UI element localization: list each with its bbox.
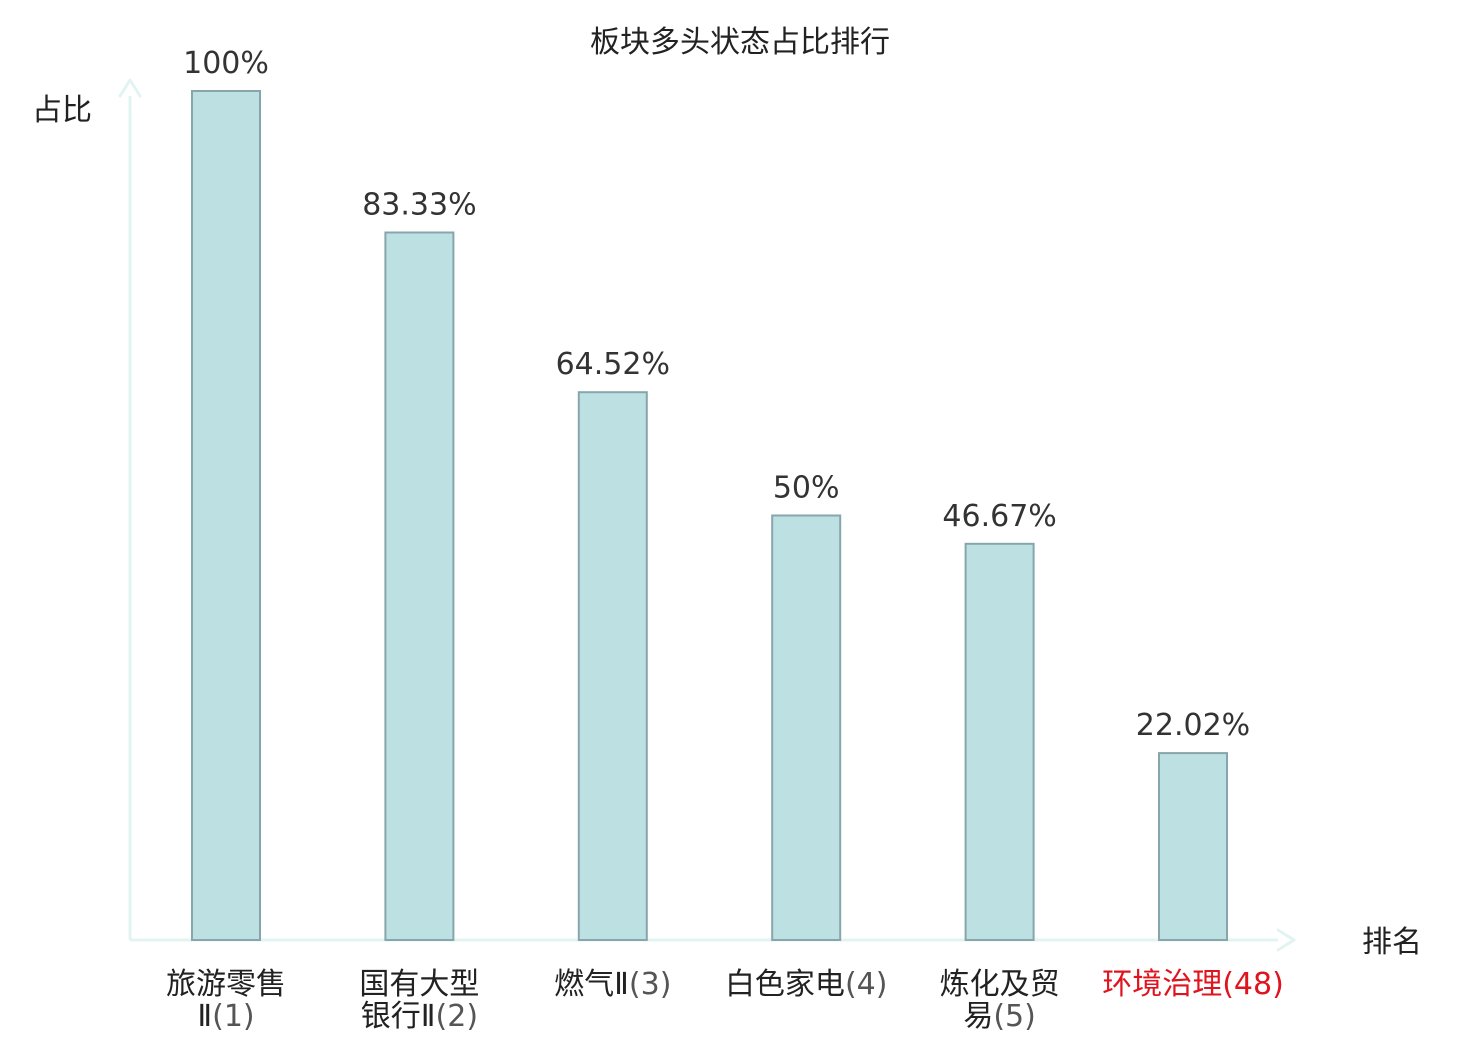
x-tick-rank-4: (4) <box>845 967 888 1002</box>
x-tick-label-2-line-2: 银行Ⅱ(2) <box>361 999 478 1034</box>
x-tick-category-6: 环境治理 <box>1102 967 1222 1002</box>
x-tick-category-4: 白色家电 <box>725 967 845 1002</box>
value-label-3: 64.52% <box>556 347 670 382</box>
x-tick-label-4: 白色家电(4) <box>725 967 888 1002</box>
value-label-6: 22.02% <box>1136 708 1250 743</box>
x-tick-rank-2: (2) <box>436 999 479 1034</box>
value-label-5: 46.67% <box>942 499 1056 534</box>
x-tick-category-2: 国有大型 <box>359 967 479 1002</box>
x-tick-category-5: 炼化及贸 <box>940 967 1060 1002</box>
x-tick-label-1-line-2: Ⅱ(1) <box>197 999 254 1034</box>
x-tick-rank-6: (48) <box>1222 967 1284 1002</box>
x-tick-rank-1: (1) <box>212 999 255 1034</box>
x-tick-category-5: 易 <box>963 999 993 1034</box>
bars-group <box>191 90 1228 941</box>
x-tick-category-1: 旅游零售 <box>166 967 286 1002</box>
x-tick-category-3: 燃气Ⅱ <box>554 967 629 1002</box>
value-labels-group: 100% 83.33% 64.52% 50% 46.67% 22.02% <box>183 46 1250 743</box>
bar-6 <box>1158 752 1228 941</box>
x-tick-label-5-line-1: 炼化及贸 <box>940 967 1060 1002</box>
x-tick-label-1-line-1: 旅游零售 <box>166 967 286 1002</box>
x-tick-rank-5: (5) <box>993 999 1036 1034</box>
bar-3 <box>577 391 648 941</box>
x-axis-label: 排名 <box>1362 925 1422 960</box>
x-tick-label-3: 燃气Ⅱ(3) <box>554 967 671 1002</box>
x-tick-label-2-line-1: 国有大型 <box>359 967 479 1002</box>
bar-1 <box>191 90 261 941</box>
bar-5 <box>964 542 1035 941</box>
x-tick-rank-3: (3) <box>629 967 672 1002</box>
value-label-2: 83.33% <box>362 188 476 223</box>
chart-title: 板块多头状态占比排行 <box>590 25 890 60</box>
x-tick-label-5-line-2: 易(5) <box>963 999 1036 1034</box>
value-label-1: 100% <box>183 46 269 81</box>
x-tick-category-2: 银行Ⅱ <box>361 999 436 1034</box>
x-tick-label-6: 环境治理(48) <box>1102 967 1284 1002</box>
value-label-4: 50% <box>773 471 840 506</box>
bar-4 <box>771 514 842 941</box>
x-tick-category-1: Ⅱ <box>197 999 212 1034</box>
bar-2 <box>384 231 455 941</box>
y-axis-label: 占比 <box>32 93 92 128</box>
